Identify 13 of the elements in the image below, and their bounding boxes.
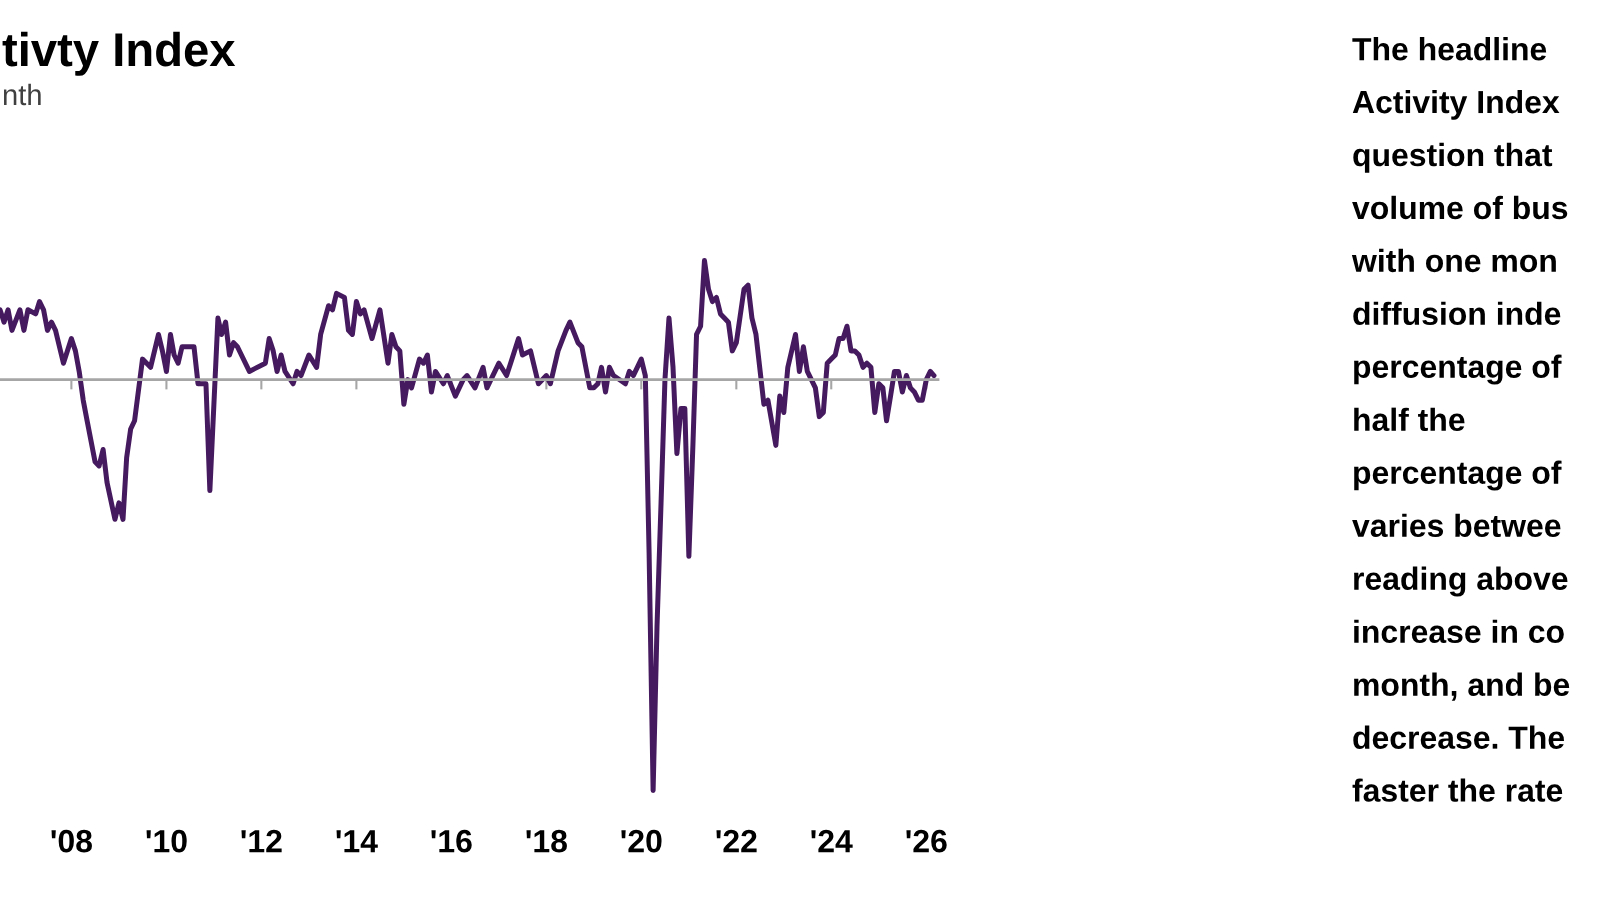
chart-subtitle: nth — [3, 83, 41, 106]
text: The headline Activity Index question that volume of bus with one mon diffusion inde percentage of half the percentage of varies betwee reading above increase in co month, and be decrease. The faster the rate — [1351, 37, 1570, 802]
x-tick-label: '10 — [146, 829, 187, 853]
chart-title: tivty Index — [2, 31, 236, 76]
x-tick-label: '14 — [336, 830, 378, 853]
x-tick-label: '12 — [241, 829, 282, 853]
x-tick-label: '18 — [526, 829, 567, 853]
x-tick-label: '20 — [621, 829, 662, 853]
x-tick-label: '22 — [716, 829, 757, 853]
x-tick-label: '08 — [51, 829, 92, 853]
x-tick-label: '16 — [431, 829, 472, 853]
x-tick-label: '26 — [906, 829, 947, 853]
x-tick-label: '24 — [811, 829, 853, 853]
